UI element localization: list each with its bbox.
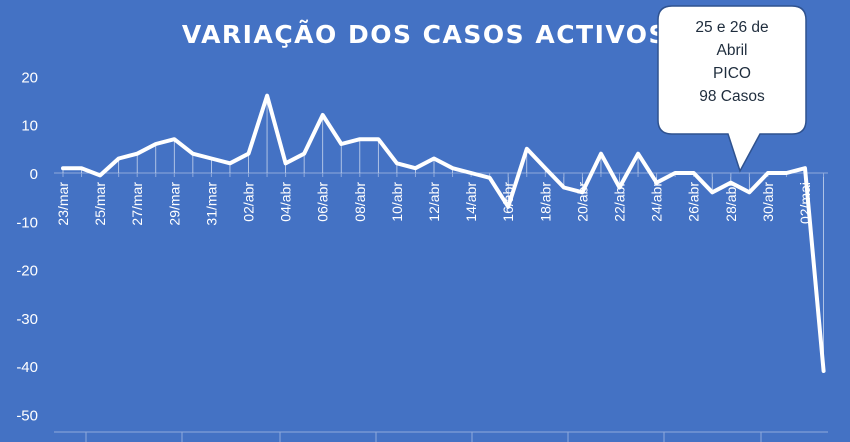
chart-title: VARIAÇÃO DOS CASOS ACTIVOS (181, 20, 669, 49)
x-tick-label: 08/abr (352, 182, 368, 222)
y-tick-label: 10 (21, 118, 38, 135)
x-tick-label: 20/abr (574, 182, 590, 222)
x-tick-label: 04/abr (278, 182, 294, 222)
x-tick-label: 31/mar (203, 182, 219, 226)
x-tick-label: 23/mar (55, 182, 71, 226)
annotation-line-1: 25 e 26 de (695, 19, 769, 36)
y-tick-label: 0 (30, 166, 38, 183)
x-tick-label: 25/mar (92, 182, 108, 226)
x-tick-label: 02/abr (241, 182, 257, 222)
x-tick-label: 24/abr (649, 182, 665, 222)
x-tick-label: 18/abr (537, 182, 553, 222)
x-tick-label: 06/abr (315, 182, 331, 222)
x-tick-label: 29/mar (166, 182, 182, 226)
annotation-text: 25 e 26 de Abril PICO 98 Casos (662, 16, 802, 108)
annotation-line-4: 98 Casos (699, 88, 765, 105)
x-tick-label: 28/abr (723, 182, 739, 222)
x-tick-label: 22/abr (612, 182, 628, 222)
x-tick-label: 27/mar (129, 182, 145, 226)
y-tick-label: 20 (21, 69, 38, 86)
x-tick-label: 14/abr (463, 182, 479, 222)
y-tick-label: -50 (16, 408, 38, 425)
x-tick-label: 10/abr (389, 182, 405, 222)
annotation-line-2: Abril (716, 42, 748, 59)
x-tick-label: 30/abr (760, 182, 776, 222)
y-tick-label: -40 (16, 359, 38, 376)
x-tick-label: 12/abr (426, 182, 442, 222)
y-tick-label: -10 (16, 214, 38, 231)
annotation-callout (657, 5, 807, 173)
annotation-line-3: PICO (713, 65, 751, 82)
y-tick-label: -30 (16, 311, 38, 328)
series-line (61, 93, 826, 373)
y-tick-label: -20 (16, 263, 38, 280)
x-tick-label: 26/abr (686, 182, 702, 222)
